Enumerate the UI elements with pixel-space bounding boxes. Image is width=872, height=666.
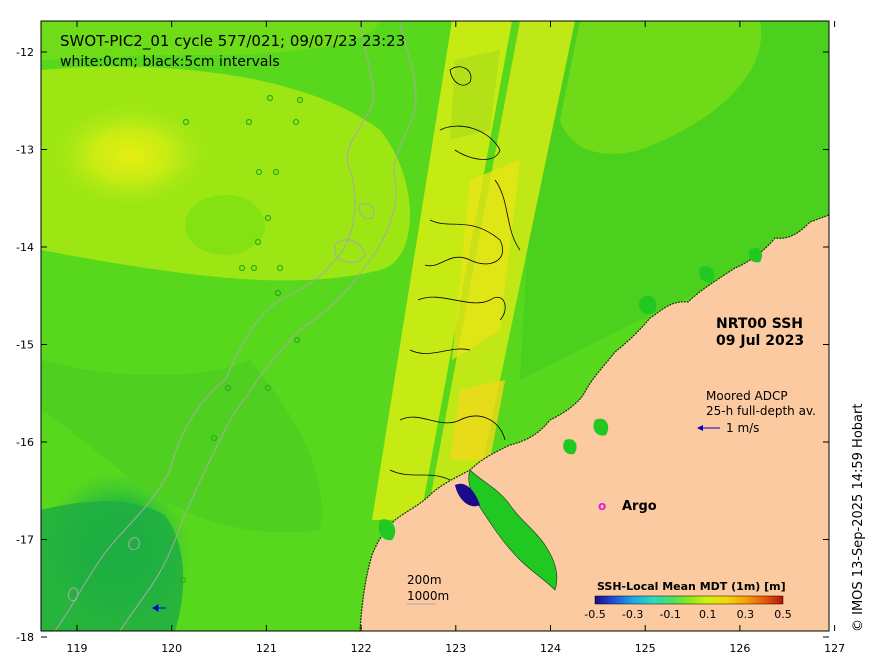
argo-label: Argo xyxy=(622,499,657,514)
y-tick-label: -17 xyxy=(16,534,34,547)
colorbar-ticks: -0.5 -0.3 -0.1 0.1 0.3 0.5 xyxy=(584,608,791,621)
argo-marker-icon: o xyxy=(598,499,606,513)
ssh-east-high xyxy=(560,21,762,154)
x-tick-label: 121 xyxy=(256,642,277,655)
swot-high-patch xyxy=(452,160,520,360)
coastline xyxy=(359,214,829,631)
isobath-1000-label: 1000m xyxy=(407,589,449,603)
x-tick-label: 120 xyxy=(161,642,182,655)
colorbar-tick-label: -0.5 xyxy=(584,608,605,621)
x-tick-label: 126 xyxy=(729,642,750,655)
swot-high-patch-2 xyxy=(450,380,505,460)
y-tick-label: -18 xyxy=(16,631,34,644)
ssh-low-core xyxy=(41,501,184,631)
x-tick-label: 119 xyxy=(67,642,88,655)
y-tick-label: -15 xyxy=(16,339,34,352)
swot-patch-north xyxy=(450,50,500,140)
plot-frame xyxy=(40,20,830,632)
colorbar-tick-label: 0.5 xyxy=(774,608,792,621)
y-tick-label: -14 xyxy=(16,241,34,254)
x-tick-label: 122 xyxy=(351,642,372,655)
credit-label: © IMOS 13-Sep-2025 14:59 Hobart xyxy=(851,404,866,632)
isobath-lines xyxy=(54,21,417,631)
map-subtitle: white:0cm; black:5cm intervals xyxy=(60,54,280,70)
y-axis-ticks: -12 -13 -14 -15 -16 -17 -18 xyxy=(16,46,829,644)
colorbar-title: SSH-Local Mean MDT (1m) [m] xyxy=(597,580,786,593)
map-field xyxy=(41,21,829,631)
reef-markers xyxy=(179,94,304,584)
adcp-subtitle: 25-h full-depth av. xyxy=(706,404,816,418)
colorbar-tick-label: 0.1 xyxy=(699,608,717,621)
product-date: 09 Jul 2023 xyxy=(716,333,804,349)
y-tick-label: -13 xyxy=(16,144,34,157)
ssh-mid-south xyxy=(41,360,322,533)
adcp-scale-label: 1 m/s xyxy=(726,421,759,435)
king-sound xyxy=(468,469,558,591)
tidal-anomaly xyxy=(455,483,480,507)
colorbar xyxy=(594,595,784,605)
product-name: NRT00 SSH xyxy=(716,316,803,332)
x-tick-label: 125 xyxy=(635,642,656,655)
swot-swath-left xyxy=(372,21,512,520)
ssh-north-band xyxy=(41,21,380,60)
colorbar-tick-label: 0.3 xyxy=(737,608,755,621)
colorbar-tick-label: -0.3 xyxy=(622,608,643,621)
x-axis-ticks: 119 120 121 122 123 124 125 126 127 xyxy=(67,21,845,655)
x-tick-label: 127 xyxy=(824,642,845,655)
adcp-scale-arrow xyxy=(697,425,720,431)
y-tick-label: -12 xyxy=(16,46,34,59)
x-tick-label: 123 xyxy=(445,642,466,655)
adcp-title: Moored ADCP xyxy=(706,389,788,403)
ssh-mid-zone xyxy=(185,195,265,255)
adcp-arrows xyxy=(152,604,166,612)
ssh-maximum xyxy=(45,100,215,210)
colorbar-tick-label: -0.1 xyxy=(659,608,680,621)
isobath-200-label: 200m xyxy=(407,573,442,587)
ssh-contours xyxy=(389,66,521,481)
y-tick-label: -16 xyxy=(16,436,34,449)
coastal-waters xyxy=(378,247,763,541)
map-title: SWOT-PIC2_01 cycle 577/021; 09/07/23 23:… xyxy=(60,32,405,51)
x-tick-label: 124 xyxy=(540,642,561,655)
